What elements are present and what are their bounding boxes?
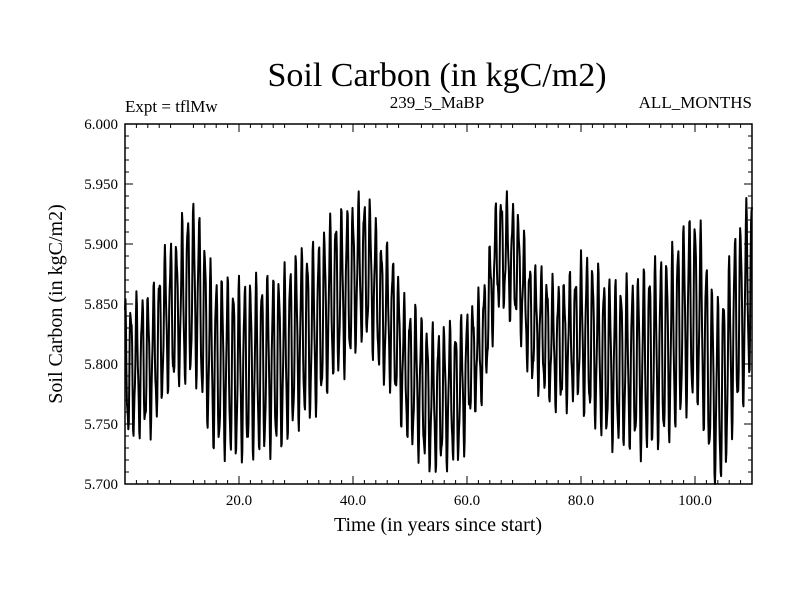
x-axis: 20.0 40.0 60.0 80.0 100.0 <box>135 124 742 509</box>
chart-title: Soil Carbon (in kgC/m2) <box>267 57 606 94</box>
x-tick-label: 80.0 <box>568 493 594 509</box>
y-tick-label: 5.750 <box>84 417 118 433</box>
y-tick-label: 5.800 <box>84 357 118 373</box>
subtitle-months: ALL_MONTHS <box>639 93 752 112</box>
plot-area <box>124 190 753 485</box>
subtitle-period: 239_5_MaBP <box>390 93 484 112</box>
subtitle-experiment: Expt = tflMw <box>125 97 218 116</box>
x-tick-label: 40.0 <box>340 493 366 509</box>
y-axis: 5.700 5.750 5.800 5.850 5.900 5.950 6.000 <box>84 117 752 493</box>
y-tick-label: 5.700 <box>84 477 118 493</box>
soil-carbon-series-line <box>124 190 753 485</box>
x-tick-label: 20.0 <box>226 493 252 509</box>
x-tick-label: 60.0 <box>454 493 480 509</box>
y-tick-label: 5.900 <box>84 237 118 253</box>
y-tick-label: 5.850 <box>84 297 118 313</box>
y-tick-label: 5.950 <box>84 177 118 193</box>
x-axis-label: Time (in years since start) <box>334 514 542 536</box>
y-axis-label: Soil Carbon (in kgC/m2) <box>45 204 67 403</box>
x-tick-label: 100.0 <box>678 493 712 509</box>
y-tick-label: 6.000 <box>84 117 118 133</box>
